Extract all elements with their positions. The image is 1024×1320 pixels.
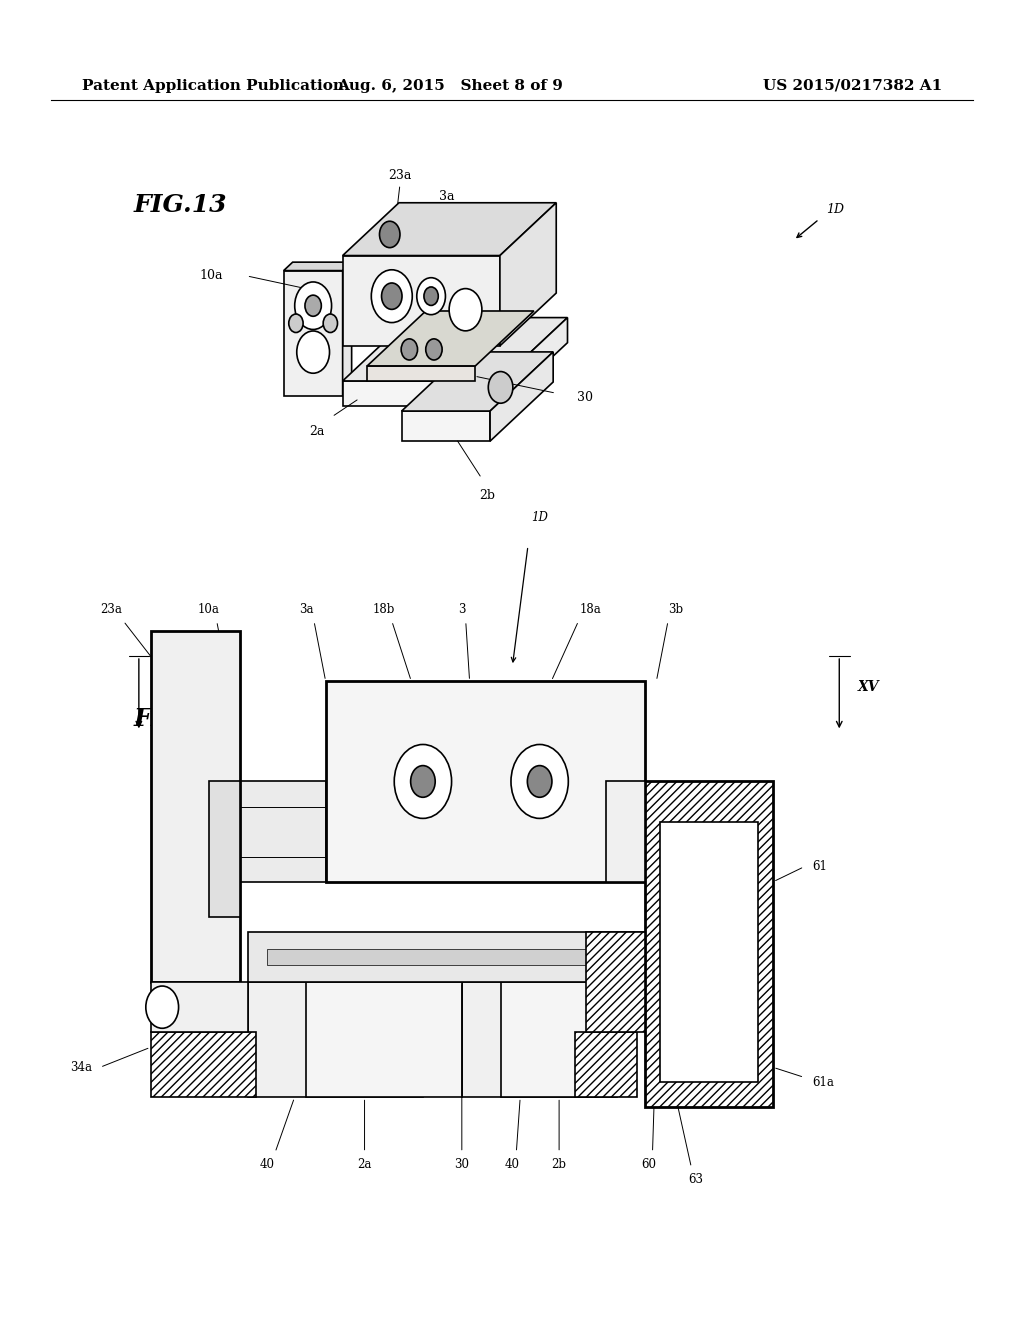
Polygon shape — [284, 263, 351, 271]
Circle shape — [324, 314, 338, 333]
Polygon shape — [343, 263, 351, 396]
Polygon shape — [151, 982, 248, 1032]
Circle shape — [424, 286, 438, 305]
Polygon shape — [248, 982, 423, 1097]
Text: 62: 62 — [723, 850, 737, 863]
Polygon shape — [500, 318, 567, 407]
Text: 3: 3 — [458, 244, 466, 256]
Polygon shape — [151, 631, 240, 982]
Text: 30: 30 — [455, 1158, 469, 1171]
Text: 18a: 18a — [580, 603, 601, 616]
Polygon shape — [326, 681, 645, 882]
Circle shape — [401, 339, 418, 360]
Circle shape — [394, 744, 452, 818]
Polygon shape — [645, 781, 773, 1107]
Polygon shape — [606, 781, 645, 882]
Circle shape — [411, 766, 435, 797]
Text: FIG.14: FIG.14 — [133, 708, 226, 731]
Circle shape — [297, 331, 330, 374]
Text: 61: 61 — [812, 861, 827, 874]
Polygon shape — [343, 256, 500, 346]
Polygon shape — [343, 381, 500, 407]
Text: 1D: 1D — [531, 511, 548, 524]
Polygon shape — [368, 312, 534, 366]
Polygon shape — [501, 982, 617, 1097]
Polygon shape — [660, 821, 758, 1082]
Text: 30: 30 — [577, 391, 593, 404]
Text: 2a: 2a — [308, 425, 325, 438]
Text: 1D: 1D — [826, 203, 845, 216]
Polygon shape — [151, 1032, 256, 1097]
Text: 23a: 23a — [100, 603, 123, 616]
Polygon shape — [574, 1032, 637, 1097]
Polygon shape — [306, 982, 462, 1097]
Polygon shape — [490, 352, 553, 441]
Polygon shape — [462, 982, 598, 1097]
Text: 61a: 61a — [812, 1076, 834, 1089]
Text: 2b: 2b — [552, 1158, 566, 1171]
Text: 18a: 18a — [522, 273, 546, 286]
Circle shape — [417, 277, 445, 314]
Text: 63: 63 — [688, 1172, 702, 1185]
Polygon shape — [284, 271, 343, 396]
Polygon shape — [401, 411, 490, 441]
Polygon shape — [500, 203, 556, 346]
Text: 18b: 18b — [373, 603, 395, 616]
Polygon shape — [401, 352, 553, 411]
Circle shape — [382, 282, 402, 309]
Circle shape — [511, 744, 568, 818]
Circle shape — [289, 314, 303, 333]
Text: 10a: 10a — [199, 269, 222, 282]
Circle shape — [145, 986, 178, 1028]
Text: 2a: 2a — [357, 1158, 372, 1171]
Text: 3a: 3a — [299, 603, 313, 616]
Text: 40: 40 — [260, 1158, 274, 1171]
Circle shape — [305, 296, 322, 317]
Text: 23a: 23a — [388, 169, 412, 182]
Text: FIG.13: FIG.13 — [133, 193, 226, 216]
Text: XV: XV — [858, 680, 880, 694]
Text: 40: 40 — [505, 1158, 520, 1171]
Text: XV: XV — [158, 680, 179, 694]
Circle shape — [380, 222, 400, 248]
Polygon shape — [209, 781, 240, 917]
Circle shape — [426, 339, 442, 360]
Polygon shape — [248, 932, 645, 982]
Text: 18b: 18b — [406, 238, 429, 249]
Text: 3a: 3a — [439, 190, 455, 203]
Text: Aug. 6, 2015   Sheet 8 of 9: Aug. 6, 2015 Sheet 8 of 9 — [338, 79, 563, 92]
Circle shape — [295, 282, 332, 330]
Text: US 2015/0217382 A1: US 2015/0217382 A1 — [763, 79, 942, 92]
Text: 3: 3 — [458, 603, 466, 616]
Text: 34a: 34a — [71, 1061, 92, 1074]
Circle shape — [450, 289, 482, 331]
Text: Patent Application Publication: Patent Application Publication — [82, 79, 344, 92]
Polygon shape — [368, 366, 475, 381]
Polygon shape — [267, 949, 637, 965]
Polygon shape — [587, 932, 645, 1032]
Text: 3b: 3b — [669, 603, 683, 616]
Circle shape — [372, 269, 413, 322]
Text: 60: 60 — [641, 1158, 656, 1171]
Polygon shape — [240, 781, 326, 882]
Circle shape — [488, 371, 513, 403]
Text: 2b: 2b — [479, 488, 495, 502]
Polygon shape — [343, 203, 556, 256]
Polygon shape — [343, 318, 567, 381]
Circle shape — [527, 766, 552, 797]
Text: 10a: 10a — [198, 603, 220, 616]
